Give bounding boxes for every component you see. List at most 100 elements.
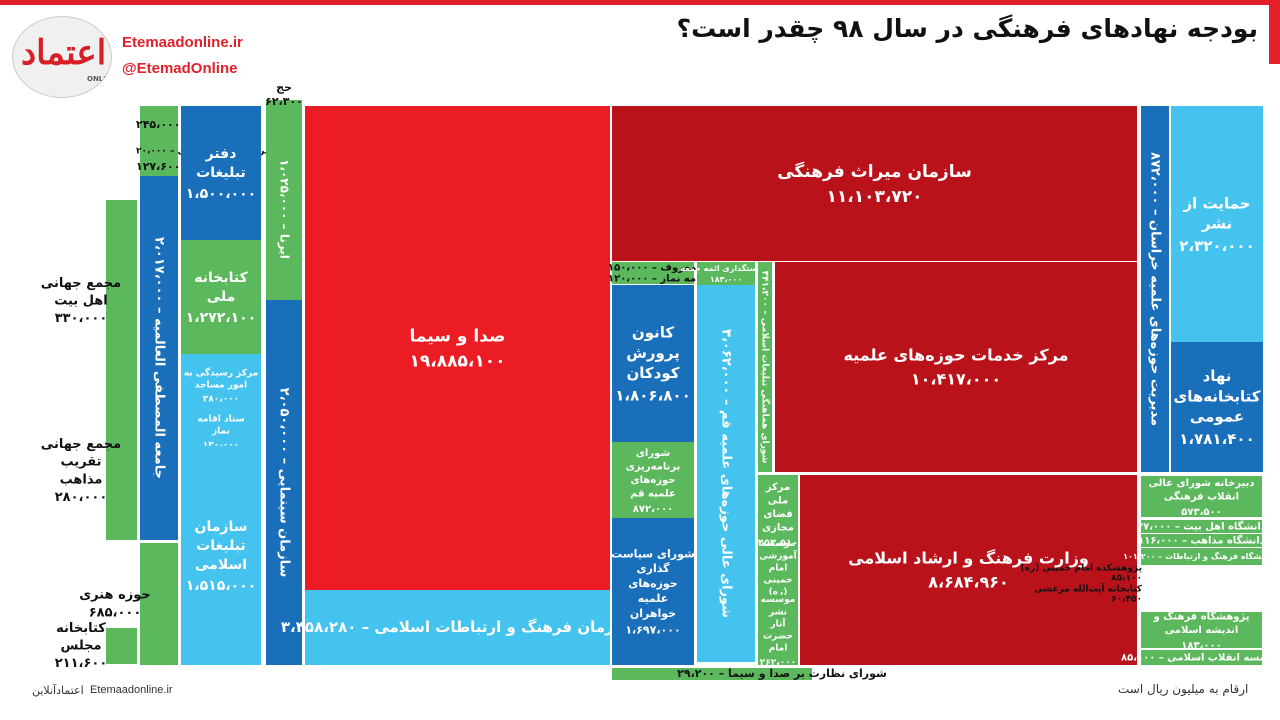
treemap-label-andisheh-1: اندیشه اسلامی <box>1165 625 1239 636</box>
treemap-value-ahlbeit: ۳۳۰،۰۰۰ <box>55 311 108 326</box>
treemap-block-khaharan <box>612 518 694 665</box>
treemap-label-seda: صدا و سیما <box>410 327 506 347</box>
treemap-label-amrbemaroof: ستاد امربه‌معروف – ۱۵۰،۰۰۰ <box>608 263 748 274</box>
treemap-value-tablighat_office: ۱،۵۰۰،۰۰۰ <box>186 186 256 202</box>
treemap-block-dabirkhaneh <box>1141 476 1262 517</box>
treemap-block-taghrib <box>106 402 137 540</box>
treemap-label-khaharan-2: حوزه‌های <box>628 577 678 590</box>
treemap-label-marashi: کتابخانه آیت‌الله مرعشی <box>1034 583 1143 595</box>
treemap-block-amrbemaroof <box>612 262 694 273</box>
treemap-block-tablighat_org <box>181 446 261 665</box>
treemap-label-kanoon-1: پرورش <box>626 344 680 363</box>
treemap-value-ershad: ۸،۶۸۴،۹۶۰ <box>928 572 1009 591</box>
treemap-block-amoozeshi <box>758 553 798 595</box>
treemap-label-barnameh: شورای <box>636 448 671 459</box>
treemap-block-ahlbeit <box>106 200 137 402</box>
treemap-label-kanoon-2: کودکان <box>627 364 680 382</box>
treemap-block-ahlbeit_uni <box>1141 520 1262 533</box>
treemap-block-ertebatat <box>305 590 610 665</box>
treemap-value-nashr: ۲۶۲،۰۰۰ <box>760 658 796 668</box>
treemap-label-masajed: مرکز رسیدگی به <box>184 366 258 378</box>
treemap-label-nahad-2: عمومی <box>1190 408 1244 426</box>
treemap-label-taghrib-2: مذاهب <box>60 472 103 487</box>
treemap-block-saadi <box>140 158 178 176</box>
footer-source: Etemaadonline.ir <box>90 684 173 696</box>
treemap-label-namaz1: ستاد اقامه <box>197 414 244 424</box>
treemap-value-hemayat: ۲،۳۲۰،۰۰۰ <box>1179 237 1254 255</box>
treemap-block-hamahangi <box>758 262 772 472</box>
treemap-value-majazi: ۴۵۳،۵۱۰ <box>758 538 798 549</box>
treemap-value-seda: ۱۹،۸۸۵،۱۰۰ <box>410 351 506 371</box>
brand-site: Etemaadonline.ir <box>122 34 243 51</box>
treemap-block-enghelab <box>1141 650 1262 665</box>
treemap-block-honari <box>140 543 178 665</box>
treemap-block-hajj <box>266 100 302 118</box>
treemap-label-cinema: سازمان سینمایی – ۲،۰۵۰،۰۰۰ <box>277 388 292 578</box>
treemap-block-kanoon <box>612 285 694 442</box>
treemap-label-khaharan-3: علمیه <box>638 592 669 605</box>
treemap-label-tablighat_org: سازمان <box>195 519 248 535</box>
treemap-label-majazi-1: ملی <box>768 496 788 507</box>
treemap-label-pajooheshgah_ertebatat: پژوهشگاه فرهنگ و ارتباطات – ۱۰۱،۲۰۰ <box>1123 551 1280 561</box>
treemap-label-khaharan-1: گذاری <box>637 562 671 575</box>
treemap-label-ertebatat: سازمان فرهنگ و ارتباطات اسلامی – ۳،۴۵۸،۲… <box>281 618 634 636</box>
treemap-block-khorasan <box>1141 106 1169 472</box>
treemap-block-astan <box>140 106 178 144</box>
treemap-block-irna <box>266 118 302 300</box>
treemap-label-tablighat_office-1: تبلیغات <box>196 165 246 181</box>
treemap-block-khadamat <box>775 262 1137 472</box>
treemap-label-mazaheb_uni: دانشگاه مذاهب – ۱۱۶،۰۰۰ <box>1138 534 1265 547</box>
treemap-label-hamahangi: شورای هماهنگی تبلیغات اسلامی – ۳۴۱،۲۰۰ <box>760 271 772 464</box>
treemap-label-majazi-3: مجازی <box>762 523 794 534</box>
treemap-value-namaz1: ۱۲۰،۰۰۰ <box>203 441 239 451</box>
treemap-label-dabirkhaneh: دبیرخانه شورای عالی <box>1149 478 1255 489</box>
treemap-label-khorasan: مدیریت حوزه‌های علمیه خراسان – ۸۷۲،۰۰۰ <box>1148 152 1163 426</box>
treemap-label-honari: حوزه هنری <box>79 588 151 603</box>
treemap-label-enghelab: موسسه انقلاب اسلامی – ۸۵،۱۰۰ <box>1121 653 1280 664</box>
treemap-label-barnameh-3: علمیه قم <box>630 489 676 500</box>
treemap-block-nahad <box>1171 342 1263 472</box>
treemap-label-shoraali: شورای عالی حوزه‌های علمیه قم – ۳،۰۶۲،۰۰۰ <box>719 329 734 618</box>
treemap-label-nahad: نهاد <box>1203 367 1232 385</box>
right-red-corner <box>1269 0 1280 64</box>
treemap-block-dayereh <box>140 144 178 158</box>
treemap-value-andisheh: ۱۸۳،۰۰۰ <box>1181 641 1221 652</box>
treemap-label-dabirkhaneh-1: انقلاب فرهنگی <box>1164 490 1239 503</box>
logo-text: اعتماد <box>21 33 107 73</box>
treemap-value-pajooheshkadeh: ۸۵،۱۰۰ <box>1111 574 1142 584</box>
treemap-block-nezarat <box>612 668 812 680</box>
treemap-block-pajooheshgah_ertebatat <box>1141 548 1262 565</box>
treemap-block-mostafa <box>140 176 178 540</box>
treemap-block-ershad <box>800 475 1137 665</box>
treemap-block-shoraali <box>697 285 755 662</box>
treemap-block-jomeh <box>697 262 755 285</box>
treemap-block-nashr <box>758 595 798 665</box>
treemap-value-masajed: ۲۸۰،۰۰۰ <box>203 395 239 405</box>
treemap-label-tablighat_org-2: اسلامی <box>195 557 247 573</box>
treemap-label-namaz2: ستاد اقامه نماز – ۱۲۰،۰۰۰ <box>608 274 736 285</box>
treemap-label-irna: ایرنا – ۱،۰۲۵،۰۰۰ <box>278 159 292 259</box>
treemap-value-khaharan: ۱،۶۹۷،۰۰۰ <box>625 624 680 637</box>
treemap-label-ahlbeit-1: اهل بیت <box>54 294 108 309</box>
treemap-label-tablighat_office: دفتر <box>205 146 237 162</box>
treemap-label-nashr-4: امام <box>769 644 788 654</box>
treemap-label-ershad: وزارت فرهنگ و ارشاد اسلامی <box>848 549 1089 568</box>
treemap-block-majazi <box>758 475 798 553</box>
treemap-label-meli-1: ملی <box>207 289 236 305</box>
treemap-block-hemayat <box>1171 106 1263 342</box>
treemap-block-mazaheb_uni <box>1141 534 1262 547</box>
treemap-value-majles: ۲۱۱،۶۰۰ <box>55 656 108 671</box>
treemap-label-jomeh: سیاستگذاری ائمه جمعه <box>680 263 771 273</box>
treemap-label-meli: کتابخانه <box>194 270 248 286</box>
treemap-label-majazi: مرکز <box>765 482 790 493</box>
treemap-label-mostafa: جامعه المصطفی العالمیه – ۲،۰۱۷،۰۰۰ <box>152 237 167 479</box>
treemap-label-nezarat: شورای نظارت بر صدا و سیما – ۲۹،۲۰۰ <box>677 667 887 680</box>
treemap-label-amoozeshi-4: (ره) <box>769 588 788 598</box>
unit-note: ارقام به میلیون ریال است <box>1118 682 1249 696</box>
treemap-label-amoozeshi-3: خمینی <box>764 576 793 586</box>
treemap-label-nashr-2: آثار <box>769 617 786 629</box>
treemap-block-namaz1 <box>181 416 261 446</box>
treemap-label-majazi-2: فضای <box>763 509 792 520</box>
treemap-label-nashr-1: نشر <box>768 607 787 617</box>
chart-title: بودجه نهادهای فرهنگی در سال ۹۸ چقدر است؟ <box>676 14 1258 43</box>
